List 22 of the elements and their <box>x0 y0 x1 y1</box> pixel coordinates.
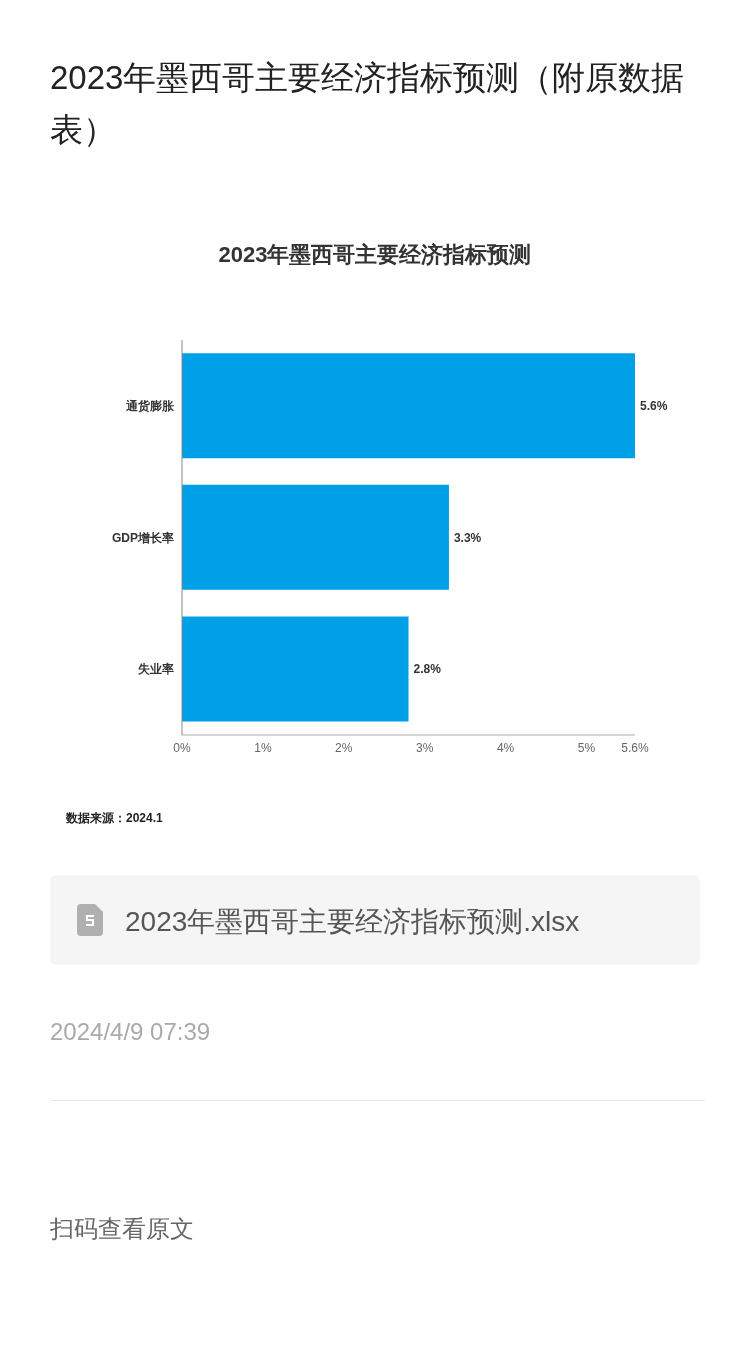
x-tick-label: 3% <box>416 740 434 755</box>
y-tick-label: 通货膨胀 <box>125 399 175 414</box>
bar <box>182 616 409 722</box>
x-tick-label: 0% <box>173 740 191 755</box>
bar <box>182 484 449 590</box>
data-label: 3.3% <box>453 530 482 545</box>
y-tick-label: 失业率 <box>138 662 174 677</box>
text: 扫码查看原文 <box>50 1214 194 1244</box>
x-tick-label: 2% <box>335 740 353 755</box>
x-tick-label: 4% <box>496 740 515 755</box>
text: 2023年墨西哥主要经济指标预测（附原数据表） <box>50 58 686 150</box>
x-tick-label: 1% <box>254 740 272 755</box>
text: 2023年墨西哥主要经济指标预测.xlsx <box>125 905 580 939</box>
data-label: 5.6% <box>640 398 668 413</box>
data-label: 2.8% <box>413 662 442 677</box>
bar <box>182 353 635 459</box>
x-tick-label: 5.6% <box>621 740 649 755</box>
text: 2024/4/9 07:39 <box>50 1018 211 1046</box>
source-note: 数据来源：2024.1 <box>66 810 163 827</box>
x-tick-label: 5% <box>577 740 596 755</box>
chart-title: 2023年墨西哥主要经济指标预测 <box>217 241 533 269</box>
y-tick-label: GDP增长率 <box>111 530 174 545</box>
